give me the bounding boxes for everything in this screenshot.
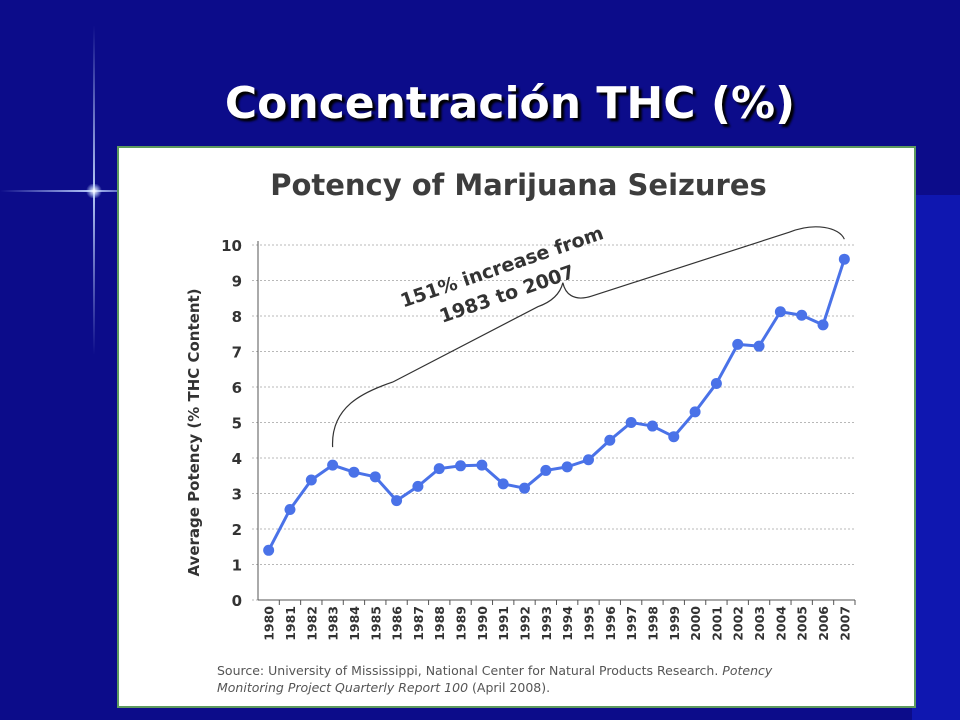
data-point bbox=[305, 474, 317, 486]
x-tick-label: 1989 bbox=[454, 606, 469, 641]
y-tick-label: 3 bbox=[232, 486, 242, 504]
x-tick-label: 2002 bbox=[731, 606, 746, 641]
series-layer bbox=[263, 253, 850, 556]
x-tick-label: 1992 bbox=[518, 606, 533, 641]
x-tick-label: 2007 bbox=[837, 606, 852, 641]
y-axis-title: Average Potency (% THC Content) bbox=[185, 288, 203, 576]
data-point bbox=[327, 459, 339, 471]
line-chart: 0 1 2 3 4 5 6 7 8 9 10 1980 1981 1982 1983 1984 1985 1986… bbox=[185, 222, 856, 641]
source-text: Source: University of Mississippi, Natio… bbox=[217, 663, 719, 678]
data-point bbox=[774, 306, 786, 318]
data-point bbox=[476, 459, 488, 471]
x-tick-label: 1987 bbox=[411, 606, 426, 641]
x-tick-label: 1985 bbox=[368, 606, 383, 641]
x-tick-label: 2000 bbox=[688, 606, 703, 641]
data-point bbox=[817, 319, 829, 331]
data-point bbox=[519, 482, 531, 494]
x-tick-label: 1998 bbox=[645, 606, 660, 641]
chart-frame: Potency of Marijuana Seizures 0 1 2 3 4 5 6 7 8 9… bbox=[117, 146, 916, 708]
x-tick-label: 2006 bbox=[816, 606, 831, 641]
y-tick-label: 6 bbox=[232, 379, 242, 397]
x-tick-label: 1986 bbox=[390, 606, 405, 641]
x-tick-label: 2004 bbox=[773, 606, 788, 641]
y-tick-label: 2 bbox=[232, 521, 242, 539]
x-tick-label: 2005 bbox=[795, 606, 810, 641]
data-point bbox=[732, 338, 744, 350]
data-point bbox=[391, 495, 403, 507]
light-flare-core bbox=[86, 184, 102, 198]
x-tick-label: 1991 bbox=[496, 606, 511, 641]
source-date: (April 2008). bbox=[472, 680, 551, 695]
x-tick-label: 2003 bbox=[752, 606, 767, 641]
x-tick-label: 1988 bbox=[432, 606, 447, 641]
x-tick-label: 1981 bbox=[283, 606, 298, 641]
x-tick-label: 1984 bbox=[347, 606, 362, 641]
chart-title: Potency of Marijuana Seizures bbox=[270, 168, 767, 202]
data-point bbox=[625, 417, 637, 428]
x-tick-label: 2001 bbox=[709, 606, 724, 641]
y-tick-label: 0 bbox=[232, 592, 242, 610]
data-point bbox=[838, 253, 850, 265]
data-point bbox=[796, 309, 808, 321]
data-point bbox=[497, 478, 509, 490]
x-tick-label: 1983 bbox=[326, 606, 341, 641]
data-point bbox=[646, 420, 658, 432]
x-tick-label: 1999 bbox=[667, 606, 682, 641]
source-publication-part1: Potency bbox=[722, 663, 773, 678]
background-panel bbox=[912, 195, 960, 720]
y-tick-label: 8 bbox=[232, 308, 242, 326]
x-tick-label: 1996 bbox=[603, 606, 618, 641]
data-point bbox=[455, 460, 467, 472]
data-point bbox=[668, 431, 680, 443]
x-tick-label: 1982 bbox=[304, 606, 319, 641]
x-tick-label: 1994 bbox=[560, 606, 575, 641]
axis-layer: 0 1 2 3 4 5 6 7 8 9 10 1980 1981 1982 1983 1984 1985 1986… bbox=[185, 237, 856, 641]
y-tick-label: 4 bbox=[232, 450, 242, 468]
data-point bbox=[561, 461, 573, 473]
y-tick-label: 5 bbox=[232, 415, 242, 433]
data-point bbox=[263, 544, 275, 556]
y-tick-label: 10 bbox=[221, 237, 242, 255]
data-point bbox=[284, 503, 296, 515]
data-point bbox=[540, 464, 552, 476]
data-point bbox=[604, 434, 616, 446]
y-tick-label: 9 bbox=[232, 273, 242, 291]
x-tick-label: 1993 bbox=[539, 606, 554, 641]
source-publication-part2: Monitoring Project Quarterly Report 100 bbox=[217, 680, 469, 695]
annotation-brace bbox=[332, 226, 845, 448]
light-flare-horizontal bbox=[0, 190, 140, 192]
data-point bbox=[348, 466, 360, 478]
data-point bbox=[582, 454, 594, 466]
y-tick-label: 1 bbox=[232, 557, 242, 575]
source-note: Source: University of Mississippi, Natio… bbox=[217, 662, 917, 696]
data-point bbox=[753, 340, 765, 352]
x-tick-label: 1990 bbox=[475, 606, 490, 641]
data-point bbox=[689, 406, 701, 418]
y-tick-label: 7 bbox=[232, 344, 242, 362]
x-tick-label: 1980 bbox=[262, 606, 277, 641]
data-point bbox=[412, 480, 424, 492]
series-line bbox=[267, 258, 846, 551]
data-point bbox=[433, 463, 445, 475]
data-point bbox=[369, 471, 381, 483]
x-tick-label: 1995 bbox=[581, 606, 596, 641]
data-point bbox=[710, 377, 722, 389]
x-tick-label: 1997 bbox=[624, 606, 639, 641]
slide-title: Concentración THC (%) bbox=[224, 78, 796, 129]
